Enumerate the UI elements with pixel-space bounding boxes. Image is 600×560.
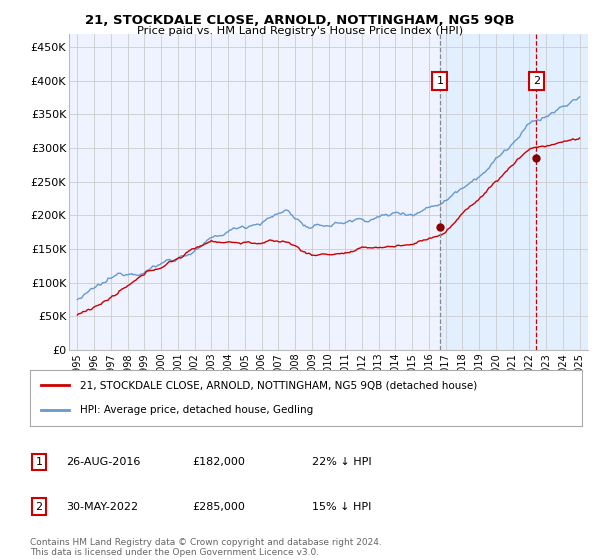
Text: £285,000: £285,000 <box>192 502 245 512</box>
Text: HPI: Average price, detached house, Gedling: HPI: Average price, detached house, Gedl… <box>80 405 313 415</box>
Text: 2: 2 <box>35 502 43 512</box>
Bar <box>440 34 588 350</box>
Text: Price paid vs. HM Land Registry's House Price Index (HPI): Price paid vs. HM Land Registry's House … <box>137 26 463 36</box>
Text: Contains HM Land Registry data © Crown copyright and database right 2024.
This d: Contains HM Land Registry data © Crown c… <box>30 538 382 557</box>
Text: 21, STOCKDALE CLOSE, ARNOLD, NOTTINGHAM, NG5 9QB: 21, STOCKDALE CLOSE, ARNOLD, NOTTINGHAM,… <box>85 14 515 27</box>
Text: 15% ↓ HPI: 15% ↓ HPI <box>312 502 371 512</box>
Text: 1: 1 <box>35 457 43 467</box>
Text: 21, STOCKDALE CLOSE, ARNOLD, NOTTINGHAM, NG5 9QB (detached house): 21, STOCKDALE CLOSE, ARNOLD, NOTTINGHAM,… <box>80 380 477 390</box>
Text: £182,000: £182,000 <box>192 457 245 467</box>
Text: 2: 2 <box>533 76 540 86</box>
Text: 26-AUG-2016: 26-AUG-2016 <box>66 457 140 467</box>
Text: 1: 1 <box>436 76 443 86</box>
Text: 30-MAY-2022: 30-MAY-2022 <box>66 502 138 512</box>
Text: 22% ↓ HPI: 22% ↓ HPI <box>312 457 371 467</box>
